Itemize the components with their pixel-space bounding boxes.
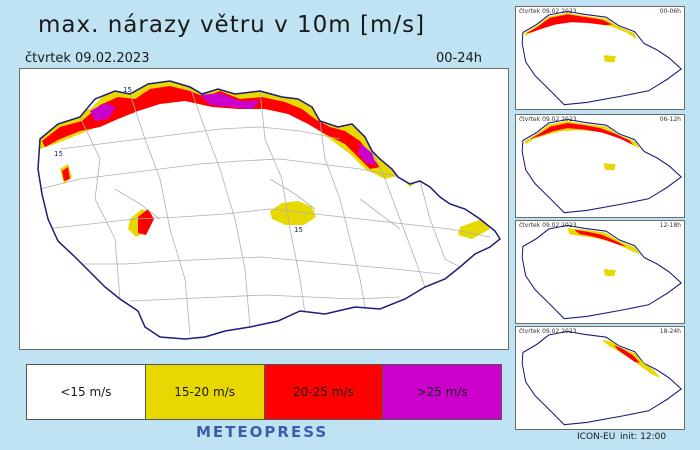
legend-label: >25 m/s xyxy=(416,385,468,399)
gust-areas xyxy=(38,81,490,239)
thumbnail-map[interactable]: čtvrtek 09.02.2023 12-18h xyxy=(515,220,685,324)
thumbnail-range: 12-18h xyxy=(659,222,681,229)
legend-item: 20-25 m/s xyxy=(264,365,384,419)
thumbnail-range: 18-24h xyxy=(659,328,681,335)
legend-item: >25 m/s xyxy=(383,365,501,419)
main-map: 15 15 15 xyxy=(19,68,509,350)
state-border xyxy=(37,80,501,340)
czech-republic-outline xyxy=(38,81,500,339)
chart-title: max. nárazy větru v 10m [m/s] xyxy=(38,12,426,38)
thumbnail-map[interactable]: čtvrtek 09.02.2023 00-06h xyxy=(515,6,685,110)
contour-label: 15 xyxy=(54,150,63,158)
thumbnail-map[interactable]: čtvrtek 09.02.2023 18-24h xyxy=(515,326,685,430)
contour-label: 15 xyxy=(294,226,303,234)
legend-item: 15-20 m/s xyxy=(145,365,265,419)
thumbnail-range: 06-12h xyxy=(659,116,681,123)
thumbnail-date: čtvrtek 09.02.2023 xyxy=(519,8,577,15)
forecast-range: 00-24h xyxy=(436,51,483,66)
thumbnail-range: 00-06h xyxy=(659,8,681,15)
thumbnail-date: čtvrtek 09.02.2023 xyxy=(519,328,577,335)
legend-item: <15 m/s xyxy=(27,365,146,419)
thumbnail-date: čtvrtek 09.02.2023 xyxy=(519,222,577,229)
legend-label: 20-25 m/s xyxy=(293,385,354,399)
thumbnail-map[interactable]: čtvrtek 09.02.2023 06-12h xyxy=(515,114,685,218)
contour-label: 15 xyxy=(123,86,132,94)
thumbnail-date: čtvrtek 09.02.2023 xyxy=(519,116,577,123)
forecast-date: čtvrtek 09.02.2023 xyxy=(25,51,150,66)
brand-logo: METEOPRESS xyxy=(196,423,329,441)
district-boundaries xyxy=(39,86,491,335)
legend: <15 m/s 15-20 m/s 20-25 m/s >25 m/s xyxy=(26,364,502,420)
init-time: init: 12:00 xyxy=(620,432,667,442)
model-name: ICON-EU xyxy=(577,432,616,442)
legend-label: 15-20 m/s xyxy=(174,385,235,399)
legend-label: <15 m/s xyxy=(60,385,112,399)
